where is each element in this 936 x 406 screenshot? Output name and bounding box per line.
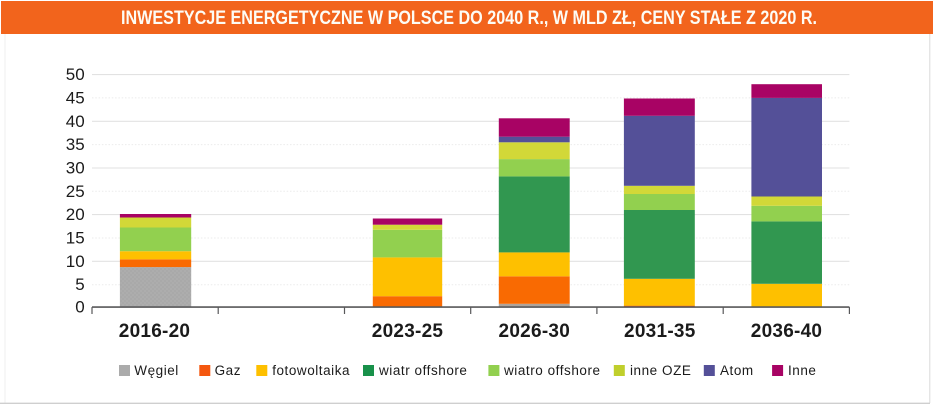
svg-text:fotowoltaika: fotowoltaika: [272, 363, 350, 378]
svg-text:25: 25: [66, 182, 85, 201]
svg-text:2036-40: 2036-40: [751, 321, 822, 342]
svg-text:5: 5: [75, 275, 84, 294]
svg-text:wiatro offshore: wiatro offshore: [503, 363, 601, 378]
svg-text:INWESTYCJE ENERGETYCZNE W POLS: INWESTYCJE ENERGETYCZNE W POLSCE DO 2040…: [121, 8, 817, 29]
svg-text:2031-35: 2031-35: [624, 321, 696, 342]
svg-text:Węgiel: Węgiel: [134, 363, 179, 378]
svg-text:15: 15: [66, 229, 85, 248]
svg-text:35: 35: [66, 135, 85, 154]
svg-text:Inne: Inne: [788, 363, 816, 378]
svg-text:Gaz: Gaz: [215, 363, 241, 378]
svg-text:2023-25: 2023-25: [372, 321, 444, 342]
svg-text:0: 0: [75, 298, 84, 317]
svg-text:50: 50: [66, 65, 85, 84]
svg-text:Atom: Atom: [720, 363, 754, 378]
svg-text:wiatr offshore: wiatr offshore: [378, 363, 468, 378]
svg-text:2016-20: 2016-20: [119, 321, 190, 342]
svg-text:10: 10: [66, 252, 85, 271]
svg-text:30: 30: [66, 159, 85, 178]
svg-text:20: 20: [66, 205, 85, 224]
svg-text:40: 40: [66, 112, 85, 131]
svg-text:inne OZE: inne OZE: [630, 363, 691, 378]
svg-text:45: 45: [66, 88, 85, 107]
svg-text:2026-30: 2026-30: [499, 321, 570, 342]
